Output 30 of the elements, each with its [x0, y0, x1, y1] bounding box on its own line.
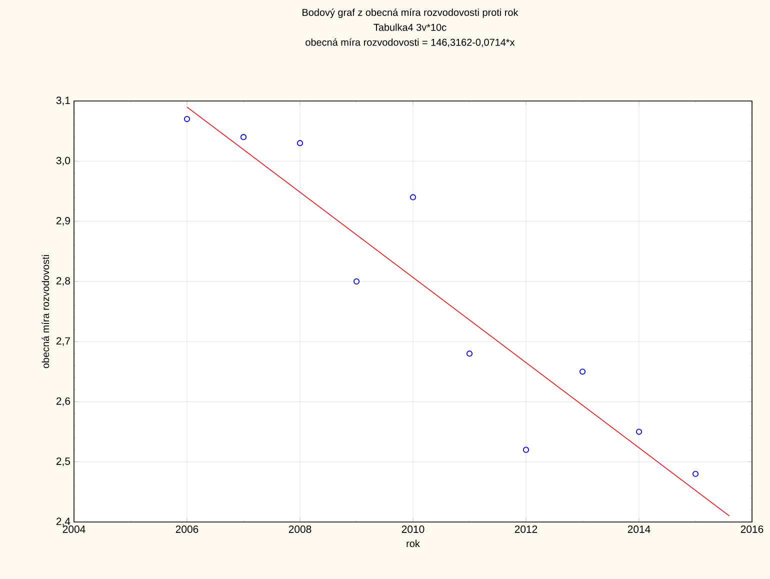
chart-subtitle: Tabulka4 3v*10c — [374, 24, 446, 31]
x-tick-label: 2006 — [176, 526, 198, 533]
y-tick-label: 3,0 — [56, 156, 70, 166]
point — [636, 428, 642, 435]
point — [692, 470, 699, 477]
text: obecná míra rozvodovosti = 146,3162-0,0714*x — [306, 38, 515, 48]
x-tick-label: 2010 — [402, 526, 424, 533]
y-tick-label: 2,8 — [56, 277, 70, 286]
y-tick-label: 3,1 — [56, 96, 70, 106]
y-tick-label: 2,9 — [56, 216, 70, 226]
point — [466, 350, 473, 357]
x-tick-label: 2012 — [514, 526, 538, 533]
point — [579, 368, 586, 375]
point — [522, 446, 530, 453]
x-tick-label: 2016 — [740, 526, 764, 533]
chart-title: Bodový graf z obecná míra rozvodovosti proti rok — [302, 8, 518, 18]
point — [410, 194, 416, 200]
point — [184, 116, 190, 122]
y-tick-label: 2,4 — [56, 518, 70, 526]
y-tick-label: 2,6 — [56, 397, 70, 406]
point — [353, 278, 360, 284]
y-tick-label: 2,5 — [56, 458, 70, 466]
y-tick-label: 2,7 — [56, 337, 70, 346]
x-tick-label: 2008 — [288, 526, 312, 533]
x-tick-label: 2004 — [62, 526, 86, 533]
y-axis-title: obecná míra rozvodovosti — [42, 255, 50, 368]
x-axis-title: rok — [406, 540, 420, 548]
x-tick-label: 2014 — [628, 526, 650, 533]
point — [240, 134, 247, 140]
point — [296, 140, 304, 146]
